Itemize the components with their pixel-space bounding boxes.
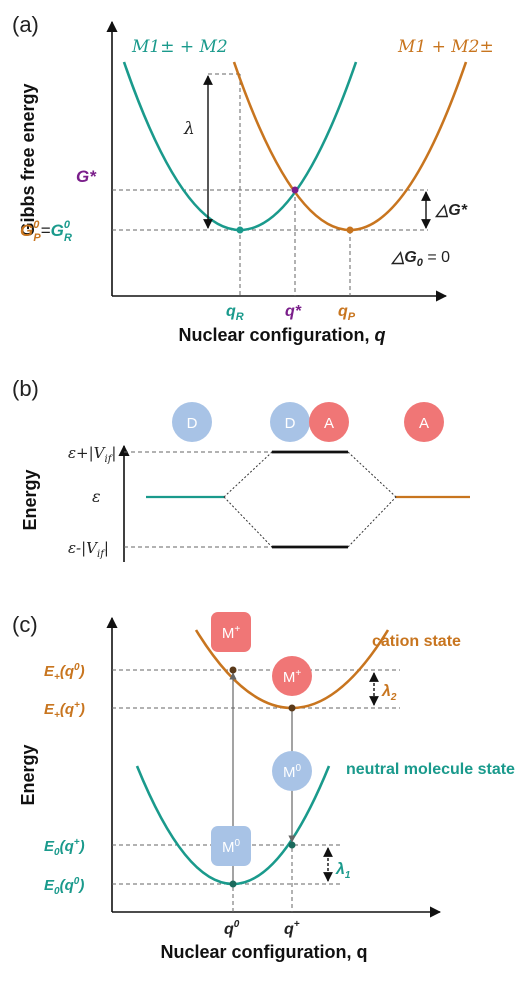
acceptor-circle-center [309, 402, 349, 442]
q0-label: q0 [224, 919, 240, 938]
neutral-circle-label: M0 [283, 763, 302, 781]
correlation-line-3 [347, 451, 397, 498]
g0-equality-label: G0 P=G0 R [20, 219, 72, 244]
cation-circle-label: M+ [283, 668, 302, 686]
panel-a-x-axis-title: Nuclear configuration, q [178, 325, 385, 345]
acceptor-label-right: A [419, 415, 429, 432]
neutral-circle [272, 751, 312, 791]
donor-label-left: D [187, 415, 198, 432]
g-star-label: G* [76, 167, 97, 186]
panel-b-label: (b) [12, 376, 39, 401]
reactant-curve-label: M1± + M2 [131, 37, 228, 57]
panel-c-x-axis-title: Nuclear configuration, q [160, 942, 367, 962]
cation-box-top-label: M+ [222, 624, 241, 642]
cation-box-top [211, 612, 251, 652]
correlation-line-4 [347, 496, 397, 548]
product-minimum-point [346, 226, 354, 234]
panel-a-y-axis-title: Gibbs free energy [18, 83, 38, 236]
lambda1-label: λ1 [335, 861, 351, 881]
product-parabola [232, 61, 468, 232]
q-star-label: q* [285, 303, 302, 320]
point-neutral-qplus [288, 841, 296, 849]
donor-circle-left [172, 402, 212, 442]
correlation-line-2 [223, 496, 273, 548]
e0-q0-label: E0(q0) [44, 876, 84, 897]
panel-a: (a) Gibbs free energy Nuclear configurat… [12, 12, 494, 345]
q-r-label: qR [226, 303, 244, 323]
cation-circle [272, 656, 312, 696]
e-plus-q0-label: E+(q0) [44, 662, 85, 683]
point-neutral-q0 [229, 880, 237, 888]
panel-b: (b) D D A A Energy ε+|Vif| ε ε-|Vif| [12, 376, 470, 562]
neutral-box-label: M0 [222, 838, 241, 856]
eps-label: ε [92, 487, 101, 506]
neutral-state-label: neutral molecule state [346, 761, 515, 778]
lambda-label: λ [183, 119, 195, 139]
eps-plus-label: ε+|Vif| [68, 444, 116, 465]
delta-g0-label: △G0 = 0 [390, 249, 450, 269]
reactant-minimum-point [236, 226, 244, 234]
donor-label-center: D [285, 415, 296, 432]
panel-c: (c) Energy Nuclear configuration, q M+ M… [12, 612, 515, 962]
cation-state-label: cation state [372, 633, 461, 650]
point-cation-qplus [288, 704, 296, 712]
correlation-line-1 [223, 451, 273, 498]
crossing-point [291, 186, 299, 194]
point-cation-q0 [229, 666, 237, 674]
delta-g-star-label: △G* [434, 202, 468, 219]
panel-b-y-axis-title: Energy [20, 469, 40, 530]
lambda2-label: λ2 [381, 683, 397, 703]
acceptor-label-center: A [324, 415, 334, 432]
eps-minus-label: ε-|Vif| [68, 539, 109, 560]
panel-c-label: (c) [12, 612, 38, 637]
product-curve-label: M1 + M2± [397, 37, 494, 57]
qplus-label: q+ [284, 919, 300, 938]
acceptor-circle-right [404, 402, 444, 442]
panel-c-y-axis-title: Energy [18, 744, 38, 805]
panel-a-label: (a) [12, 12, 39, 37]
donor-circle-center [270, 402, 310, 442]
q-p-label: qP [338, 303, 356, 323]
e-plus-qplus-label: E+(q+) [44, 700, 85, 721]
e0-qplus-label: E0(q+) [44, 837, 85, 858]
neutral-box [211, 826, 251, 866]
